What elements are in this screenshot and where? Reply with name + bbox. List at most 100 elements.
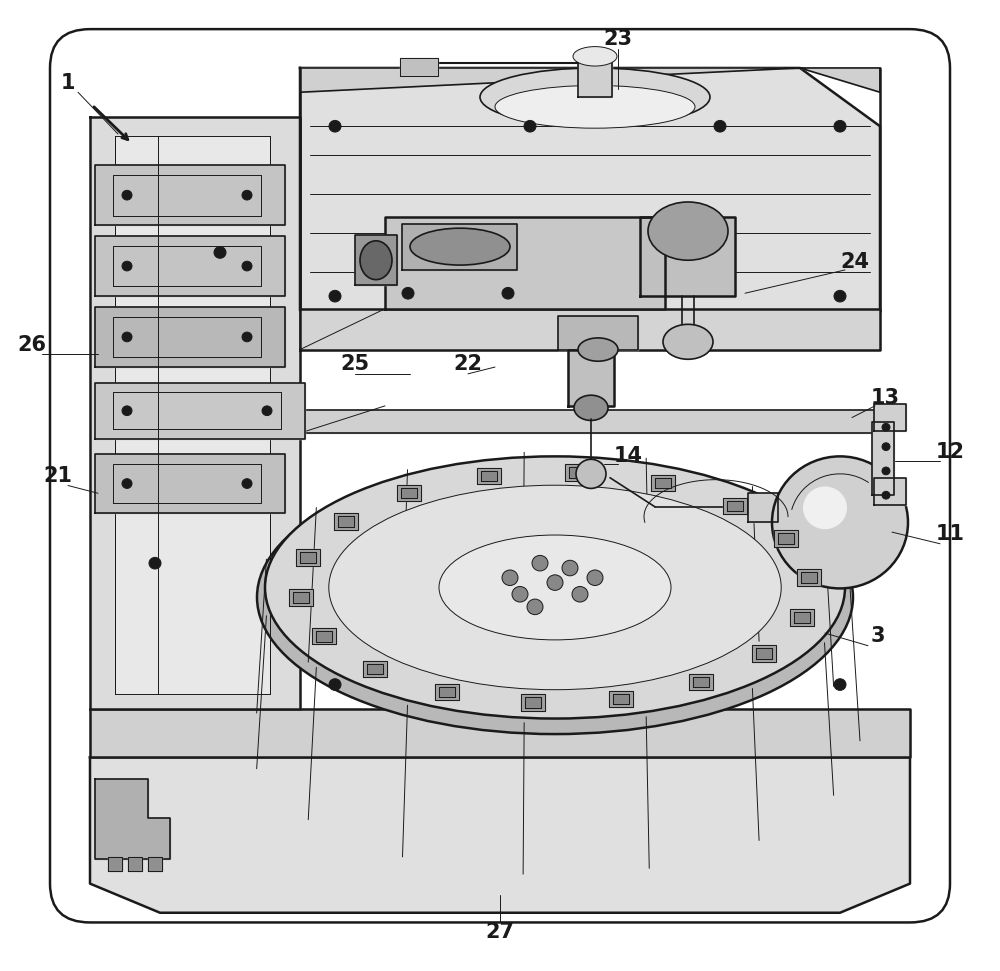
Circle shape	[329, 679, 341, 690]
Ellipse shape	[495, 85, 695, 128]
Polygon shape	[289, 589, 313, 606]
Circle shape	[834, 120, 846, 132]
Polygon shape	[655, 478, 671, 488]
Circle shape	[576, 459, 606, 488]
Polygon shape	[363, 661, 387, 678]
Polygon shape	[367, 664, 383, 675]
Polygon shape	[651, 475, 675, 491]
Text: 13: 13	[870, 388, 900, 408]
Polygon shape	[300, 68, 880, 311]
Polygon shape	[300, 309, 880, 350]
Polygon shape	[727, 500, 743, 511]
Circle shape	[547, 575, 563, 590]
Polygon shape	[525, 697, 541, 708]
Text: 14: 14	[614, 447, 642, 466]
Circle shape	[572, 586, 588, 602]
Circle shape	[262, 406, 272, 416]
Circle shape	[532, 555, 548, 571]
Polygon shape	[874, 478, 906, 505]
Polygon shape	[477, 468, 501, 485]
Polygon shape	[385, 217, 665, 309]
Ellipse shape	[329, 486, 781, 689]
Text: 23: 23	[604, 29, 633, 49]
Circle shape	[329, 120, 341, 132]
Text: 21: 21	[44, 466, 72, 486]
Text: 1: 1	[61, 73, 75, 92]
Polygon shape	[108, 857, 122, 871]
Polygon shape	[521, 694, 545, 711]
Ellipse shape	[578, 338, 618, 361]
Polygon shape	[338, 516, 354, 526]
Polygon shape	[565, 464, 589, 481]
Polygon shape	[797, 569, 821, 586]
Circle shape	[149, 557, 161, 569]
Polygon shape	[794, 612, 810, 622]
Polygon shape	[439, 686, 455, 697]
Polygon shape	[115, 136, 270, 694]
Circle shape	[122, 332, 132, 342]
Polygon shape	[723, 497, 747, 514]
Circle shape	[527, 599, 543, 615]
Polygon shape	[95, 779, 170, 859]
Text: 22: 22	[454, 354, 482, 374]
Polygon shape	[872, 422, 894, 495]
Polygon shape	[95, 454, 285, 513]
Polygon shape	[312, 628, 336, 645]
Polygon shape	[774, 530, 798, 547]
Polygon shape	[95, 307, 285, 367]
Polygon shape	[568, 350, 614, 406]
Ellipse shape	[265, 456, 845, 719]
Circle shape	[714, 120, 726, 132]
Circle shape	[122, 406, 132, 416]
Polygon shape	[95, 165, 285, 225]
Circle shape	[214, 247, 226, 258]
Polygon shape	[293, 592, 309, 603]
Circle shape	[882, 443, 890, 451]
Ellipse shape	[574, 395, 608, 420]
Polygon shape	[578, 58, 612, 97]
Ellipse shape	[480, 68, 710, 126]
Polygon shape	[355, 235, 397, 285]
Polygon shape	[689, 674, 713, 690]
Polygon shape	[756, 649, 772, 659]
Polygon shape	[435, 684, 459, 700]
Polygon shape	[874, 404, 906, 431]
Circle shape	[502, 570, 518, 586]
Circle shape	[512, 586, 528, 602]
Ellipse shape	[573, 47, 617, 66]
Text: 12: 12	[936, 442, 964, 461]
Text: 3: 3	[871, 626, 885, 646]
Polygon shape	[400, 58, 438, 76]
Circle shape	[587, 570, 603, 586]
Text: 26: 26	[18, 335, 46, 354]
Circle shape	[242, 190, 252, 200]
Polygon shape	[752, 646, 776, 662]
Polygon shape	[613, 693, 629, 704]
Circle shape	[122, 261, 132, 271]
Ellipse shape	[257, 460, 853, 734]
Polygon shape	[569, 467, 585, 478]
Polygon shape	[801, 572, 817, 583]
Polygon shape	[95, 236, 285, 296]
Circle shape	[402, 287, 414, 299]
Text: 25: 25	[340, 354, 370, 374]
Circle shape	[882, 467, 890, 475]
Ellipse shape	[439, 535, 671, 640]
Ellipse shape	[663, 324, 713, 359]
Polygon shape	[148, 857, 162, 871]
Circle shape	[502, 287, 514, 299]
Polygon shape	[128, 857, 142, 871]
Circle shape	[242, 332, 252, 342]
Circle shape	[834, 290, 846, 302]
Polygon shape	[95, 383, 305, 439]
Circle shape	[242, 479, 252, 488]
Polygon shape	[402, 224, 517, 270]
Polygon shape	[296, 550, 320, 566]
Polygon shape	[316, 631, 332, 642]
Circle shape	[122, 190, 132, 200]
Circle shape	[524, 120, 536, 132]
Ellipse shape	[648, 202, 728, 260]
Polygon shape	[300, 552, 316, 563]
Ellipse shape	[360, 241, 392, 280]
Circle shape	[834, 679, 846, 690]
